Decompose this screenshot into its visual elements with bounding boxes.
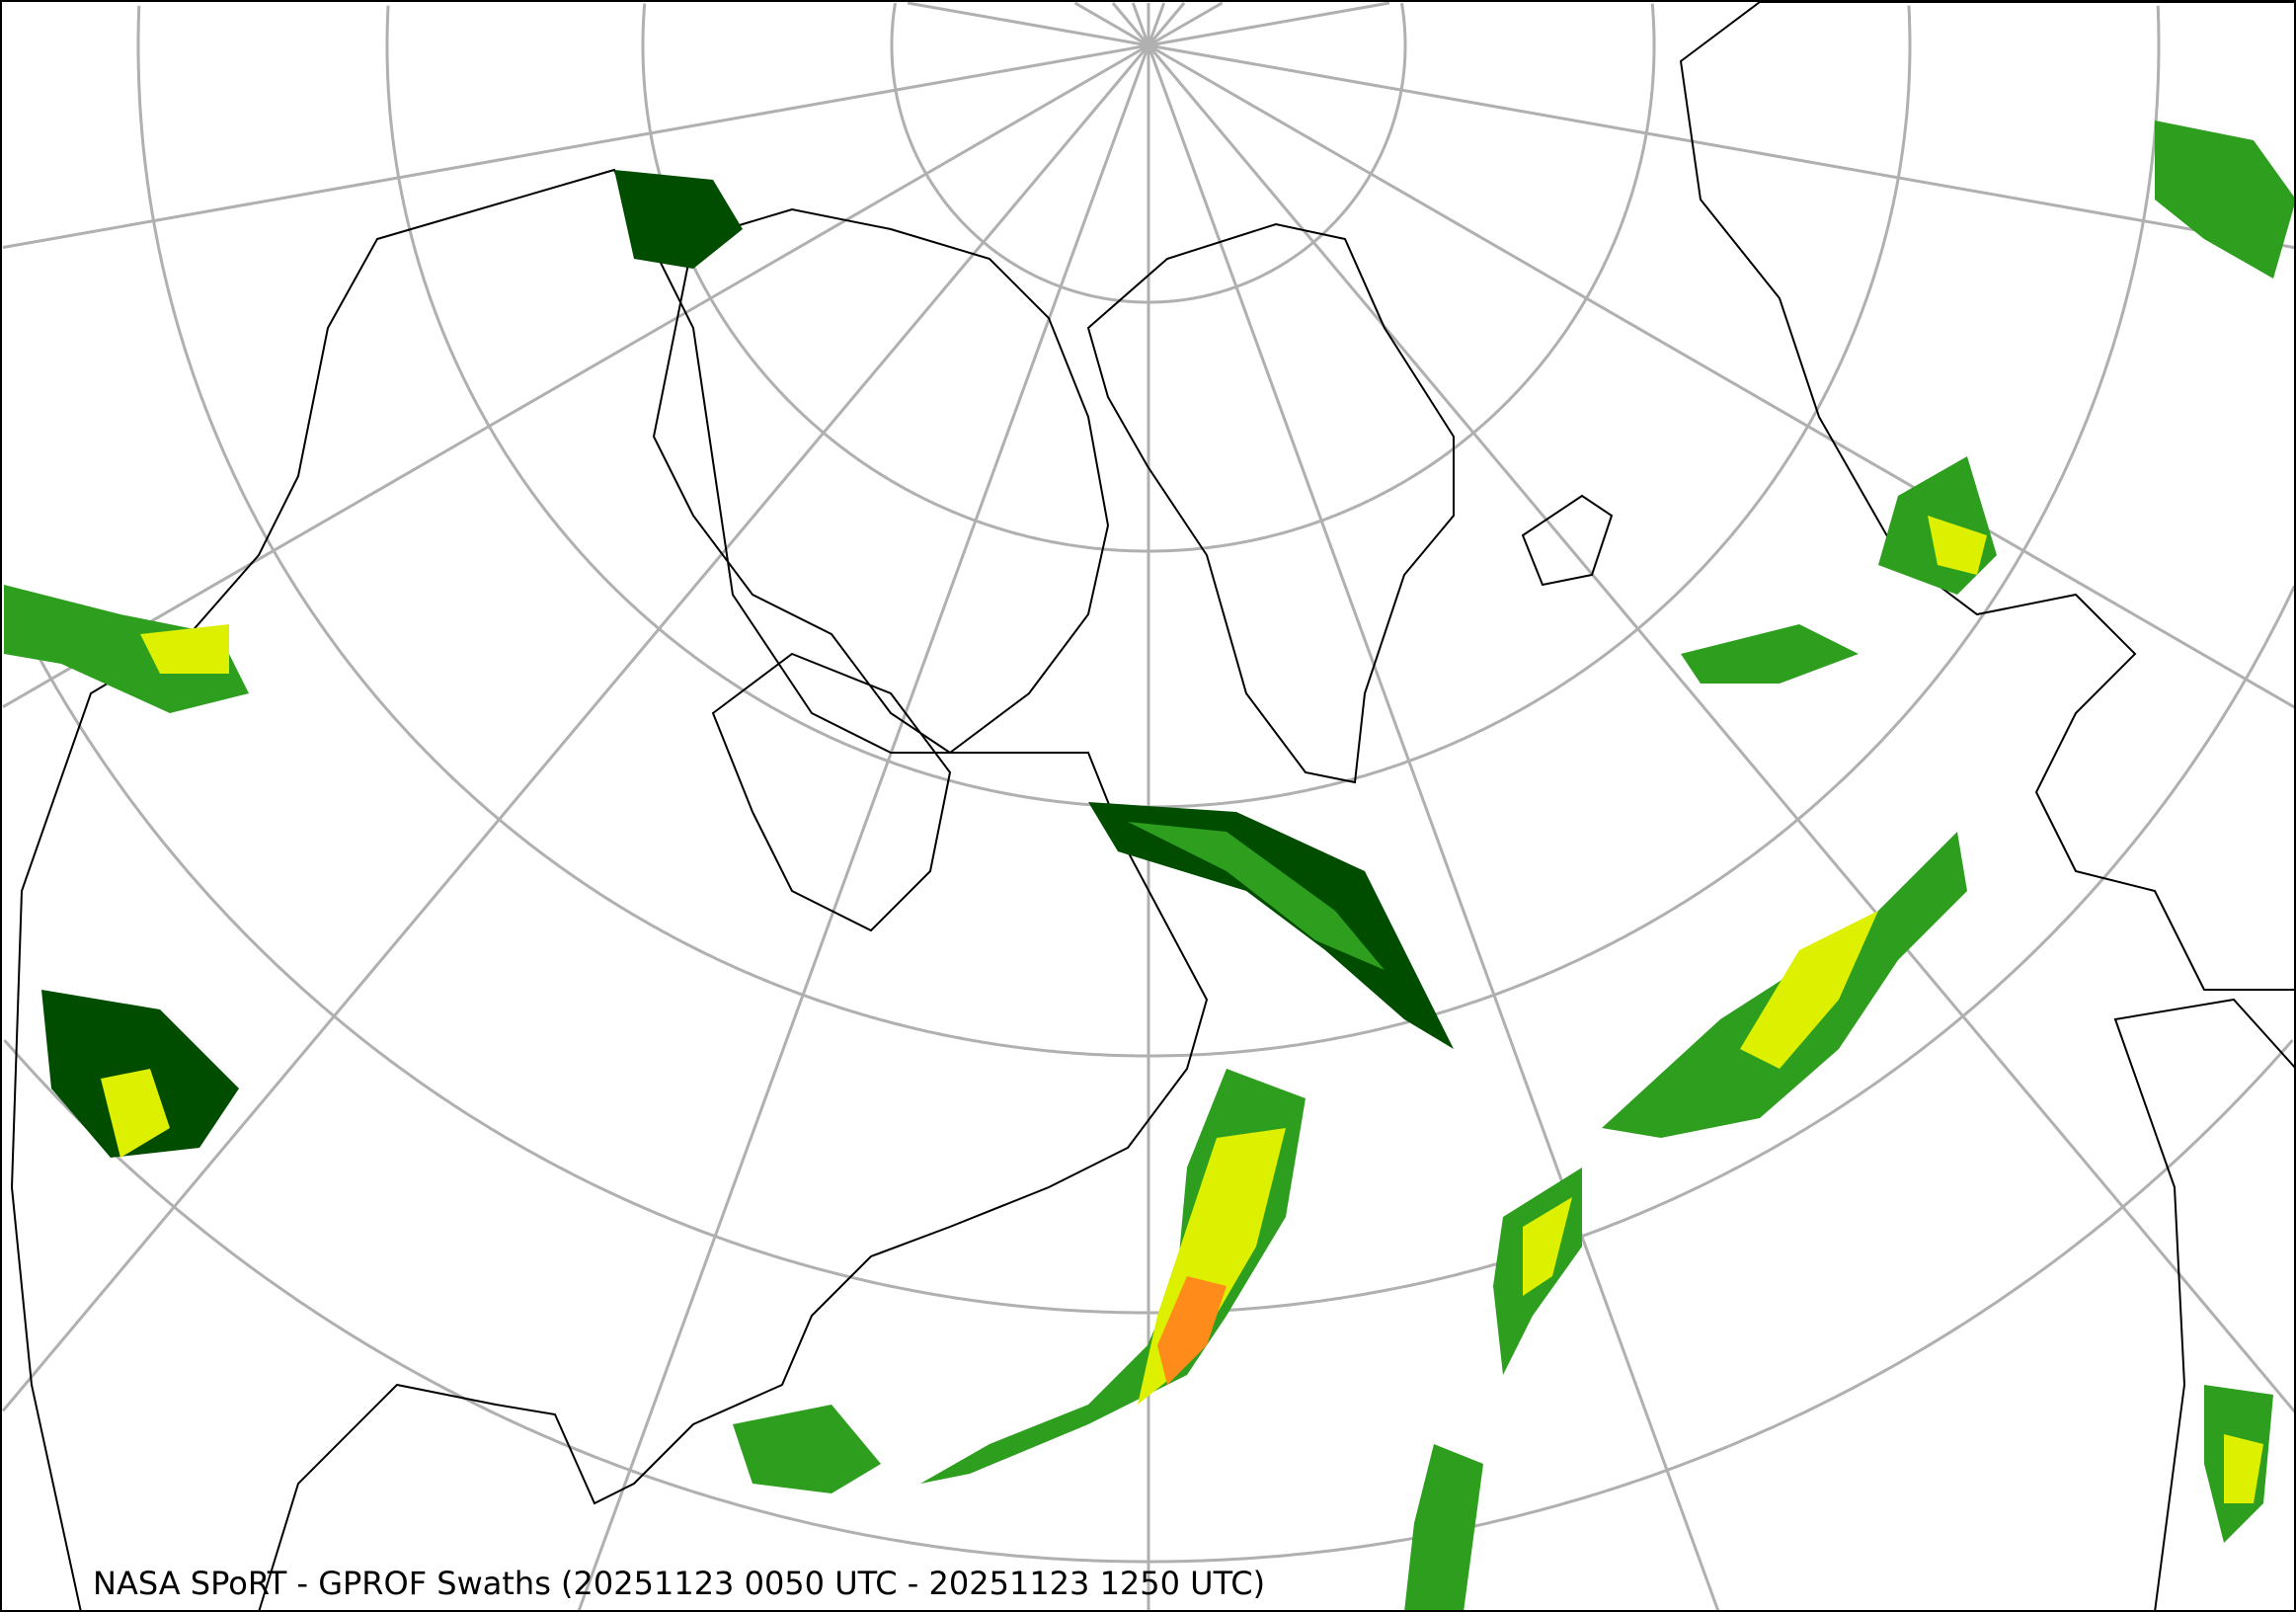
- precip-swath: [1088, 802, 1454, 1049]
- precip-swath: [1128, 822, 1385, 970]
- meridian-line: [1148, 2, 1390, 47]
- meridian-line: [1148, 43, 2294, 250]
- latitude-circle: [890, 2, 1407, 304]
- precip-swath: [614, 170, 743, 269]
- precip-swath: [1523, 1197, 1572, 1296]
- precipitation-swaths: [4, 121, 2294, 1610]
- africa-outline: [2113, 998, 2294, 1610]
- north-america-outline: [10, 168, 1209, 1610]
- meridian-line: [1147, 44, 2294, 1413]
- meridian-line: [1148, 2, 1224, 47]
- latitude-circle: [136, 5, 2161, 1058]
- precip-swath: [920, 1069, 1306, 1484]
- precip-swath: [140, 624, 229, 674]
- meridian-line: [2, 43, 1149, 708]
- precip-swath: [733, 1405, 881, 1493]
- meridian-line: [577, 44, 1150, 1610]
- precip-swath: [2224, 1434, 2263, 1503]
- meridian-line: [1073, 2, 1149, 47]
- precip-swath: [2155, 121, 2294, 279]
- map-caption: NASA SPoRT - GPROF Swaths (20251123 0050…: [93, 1565, 1266, 1602]
- hudson-bay-outline: [711, 652, 952, 932]
- meridian-line: [2, 44, 1150, 1412]
- meridian-line: [1147, 2, 1186, 46]
- precip-swath: [4, 585, 249, 713]
- precip-swath: [1928, 516, 1987, 575]
- coastlines: [10, 2, 2294, 1610]
- meridian-line: [1148, 43, 2294, 709]
- precip-swath: [101, 1069, 170, 1158]
- meridian-line: [1111, 2, 1150, 46]
- meridian-line: [1147, 44, 1720, 1610]
- greenland-outline: [1086, 222, 1455, 784]
- precip-swath: [1404, 1444, 1483, 1610]
- precip-swath: [1157, 1276, 1227, 1385]
- meridian-line: [1147, 2, 1166, 46]
- iceland-outline: [1521, 494, 1614, 587]
- meridian-line: [907, 2, 1149, 47]
- meridian-line: [1131, 2, 1150, 46]
- canadian-arctic-outline: [652, 207, 1110, 755]
- europe-outline: [1679, 2, 2294, 991]
- latitude-circle: [3, 585, 2294, 1315]
- precip-swath: [1138, 1128, 1286, 1405]
- precip-swath: [1681, 624, 1859, 684]
- meridian-line: [2, 43, 1149, 249]
- precip-swath: [1740, 911, 1878, 1069]
